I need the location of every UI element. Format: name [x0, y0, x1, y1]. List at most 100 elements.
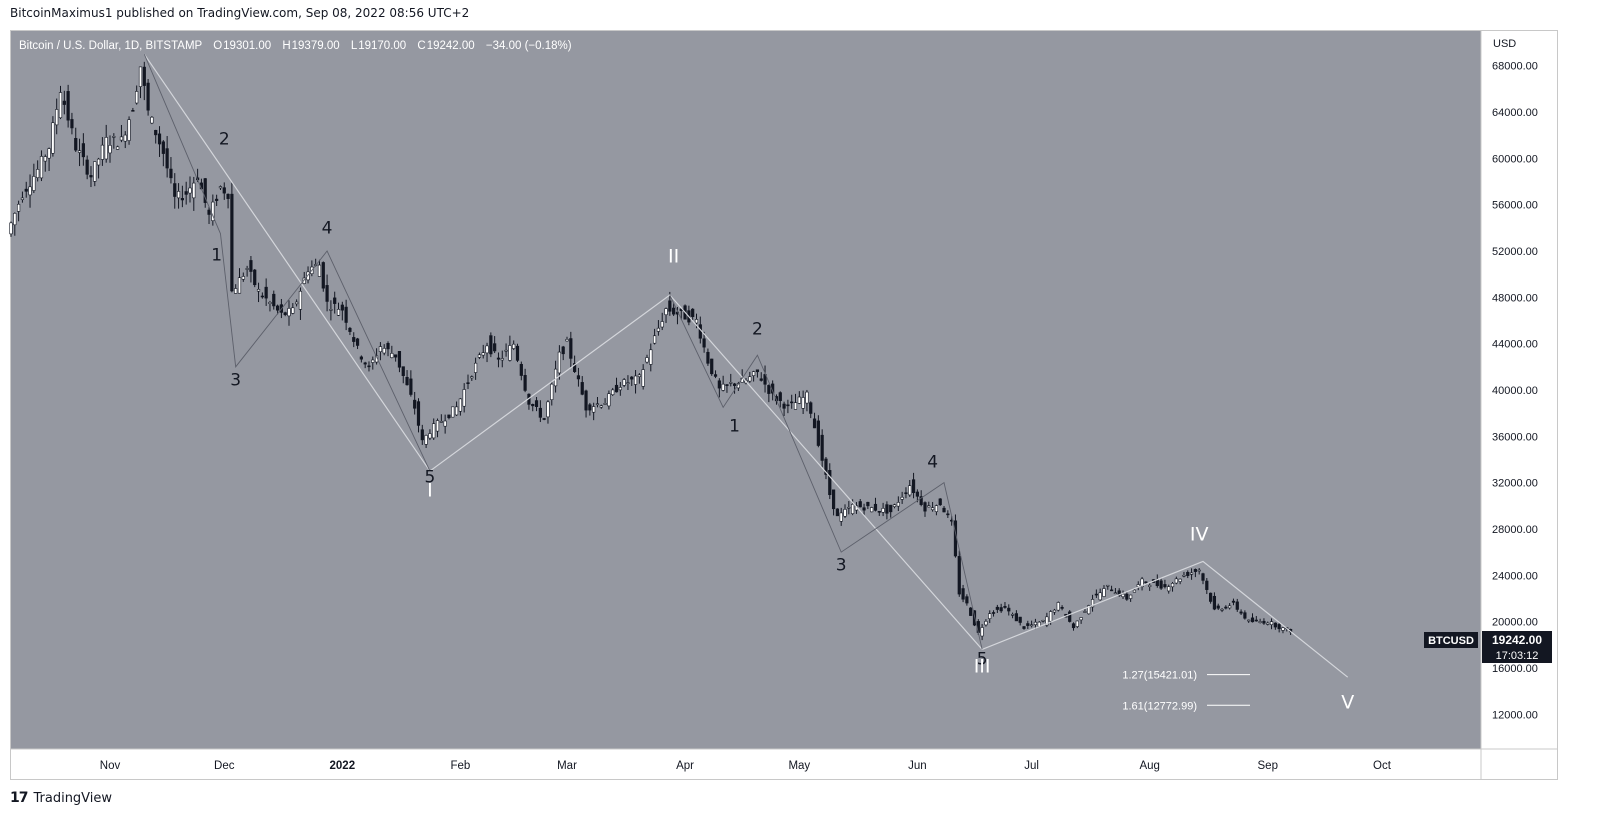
- legend-open-label: O: [213, 40, 222, 52]
- candle-body: [363, 362, 367, 365]
- candle-body: [1026, 623, 1030, 626]
- candle-body: [931, 507, 935, 511]
- candle-body: [900, 496, 904, 500]
- candle-body: [721, 383, 725, 391]
- tradingview-brand[interactable]: TradingView: [33, 790, 113, 806]
- candle-body: [1087, 605, 1091, 615]
- candle-body: [523, 375, 527, 391]
- candle-body: [691, 308, 695, 317]
- candle-body: [234, 288, 238, 294]
- candle-body: [706, 351, 710, 364]
- time-tick-label: Feb: [450, 760, 470, 772]
- candle-body: [748, 376, 752, 382]
- candle-body: [1071, 623, 1076, 629]
- price-tick-label: 56000.00: [1492, 200, 1538, 212]
- candle-body: [1224, 606, 1228, 609]
- candle-body: [588, 404, 592, 411]
- candle-body: [1209, 592, 1213, 602]
- time-tick-label: Jun: [908, 760, 927, 772]
- candle-body: [1003, 605, 1007, 608]
- candle-body: [782, 403, 786, 409]
- candle-body: [984, 620, 988, 626]
- candle-body: [1010, 614, 1015, 616]
- candle-body: [203, 178, 207, 203]
- candle-body: [759, 378, 763, 381]
- candle-body: [603, 403, 607, 405]
- price-tick-label: 28000.00: [1492, 524, 1538, 536]
- candle-body: [607, 393, 611, 407]
- wave-lines: [143, 53, 1349, 678]
- candle-body: [112, 136, 116, 138]
- candle-body: [1281, 627, 1285, 631]
- candle-body: [378, 346, 383, 352]
- candle-body: [557, 351, 561, 374]
- candle-body: [835, 508, 839, 517]
- candle-body: [828, 470, 832, 496]
- candle-body: [831, 489, 836, 510]
- candle-body: [919, 496, 923, 505]
- candle-body: [355, 338, 360, 346]
- last-price-text: 19242.00: [1492, 633, 1542, 647]
- candle-body: [988, 613, 992, 619]
- elliott-wave-line[interactable]: [143, 53, 431, 472]
- price-tick-label: 60000.00: [1492, 153, 1538, 165]
- price-tick-label: 68000.00: [1492, 61, 1538, 73]
- candle-body: [710, 358, 714, 375]
- candle-body: [1148, 584, 1152, 587]
- wave-label: 5: [424, 468, 435, 488]
- candle-body: [1121, 593, 1125, 597]
- price-tick-label: 48000.00: [1492, 292, 1538, 304]
- chart-frame[interactable]: [10, 30, 1558, 780]
- candle-body: [188, 187, 192, 194]
- candle-body: [474, 362, 478, 373]
- candle-body: [340, 304, 344, 311]
- candle-body: [180, 198, 184, 201]
- candle-body: [36, 169, 40, 178]
- candle-body: [47, 148, 51, 159]
- candle-body: [618, 387, 622, 391]
- candle-body: [1144, 581, 1148, 584]
- candle-body: [542, 418, 546, 420]
- candle-body: [245, 268, 249, 270]
- candle-body: [896, 502, 900, 507]
- candle-body: [435, 420, 440, 432]
- candle-body: [614, 384, 619, 393]
- candle-body: [62, 100, 66, 105]
- candle-body: [599, 405, 603, 408]
- legend-open-value: 19301.00: [223, 40, 271, 52]
- candle-body: [580, 382, 584, 395]
- candle-body: [20, 197, 25, 200]
- candle-body: [123, 134, 127, 142]
- candle-body: [1056, 602, 1060, 611]
- wave-label: V: [1341, 691, 1354, 713]
- elliott-wave-line[interactable]: [143, 53, 1349, 678]
- price-tick-label: 12000.00: [1492, 709, 1538, 721]
- candle-body: [519, 363, 523, 376]
- candle-body: [592, 406, 596, 413]
- time-tick-label: May: [788, 760, 810, 772]
- candle-body: [569, 338, 573, 359]
- candle-body: [1258, 621, 1262, 623]
- candle-body: [89, 175, 93, 178]
- price-tick-label: 64000.00: [1492, 107, 1538, 119]
- candle-body: [1022, 626, 1026, 629]
- time-tick-label: Dec: [214, 760, 235, 772]
- candle-body: [512, 343, 516, 349]
- candle-body: [851, 504, 855, 514]
- candle-body: [793, 402, 798, 410]
- candle-body: [428, 433, 432, 439]
- candle-body: [565, 339, 569, 342]
- candle-body: [809, 402, 813, 414]
- candle-body: [291, 307, 295, 314]
- candle-body: [317, 264, 322, 277]
- candle-body: [508, 345, 512, 361]
- candle-body: [870, 507, 874, 513]
- candle-body: [481, 352, 485, 356]
- elliott-wave-line[interactable]: [669, 294, 983, 650]
- candle-body: [96, 158, 101, 166]
- wave-label: 2: [219, 129, 230, 149]
- candle-body: [561, 346, 565, 355]
- candle-body: [58, 92, 63, 119]
- candle-body: [416, 401, 421, 426]
